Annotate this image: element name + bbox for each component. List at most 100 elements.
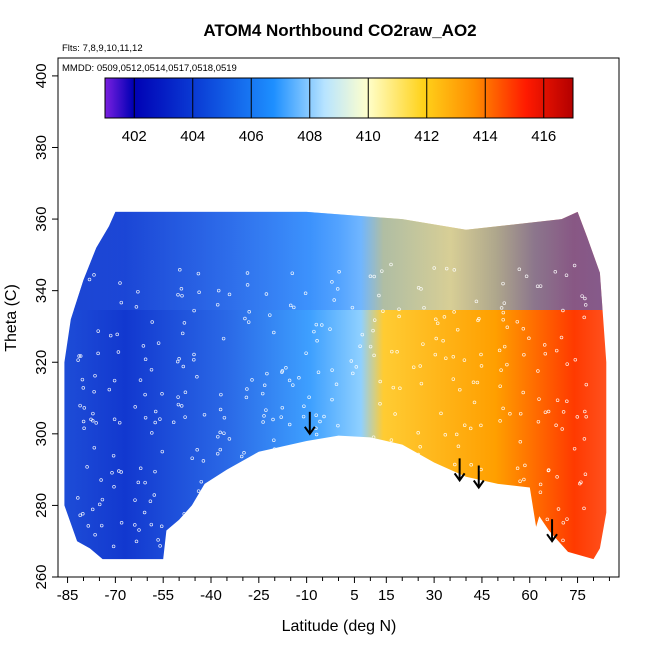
sample-point [240, 521, 245, 526]
sample-point [462, 423, 467, 427]
sample-point [468, 426, 473, 431]
sample-point [216, 288, 221, 293]
sample-point [368, 344, 373, 349]
sample-point [317, 538, 322, 542]
sample-point [518, 411, 523, 416]
sample-point [444, 266, 449, 271]
sample-point [474, 299, 479, 304]
sample-point [136, 289, 140, 294]
sample-point [411, 365, 416, 369]
y-tick-label: 340 [33, 278, 50, 303]
marker-arrow-head [546, 533, 558, 543]
sample-point [527, 336, 531, 341]
sample-point [87, 277, 92, 282]
sample-point [378, 379, 382, 384]
sample-point [393, 467, 398, 472]
colorbar-tick-label: 410 [356, 128, 381, 145]
sample-point [305, 457, 310, 461]
sample-point [195, 536, 199, 541]
sample-point [279, 498, 283, 503]
sample-point [515, 319, 520, 324]
sample-point [176, 395, 180, 399]
sample-point [156, 538, 160, 542]
sample-point [501, 281, 505, 286]
colorbar-tick-label: 402 [122, 128, 147, 145]
sample-point [351, 541, 356, 545]
sample-point [218, 430, 222, 435]
sample-point [572, 263, 577, 268]
sample-point [582, 506, 586, 511]
sample-point [439, 411, 443, 416]
sample-point [262, 383, 267, 388]
sample-point [290, 271, 295, 275]
sample-point [498, 419, 502, 423]
sample-point [453, 512, 458, 517]
sample-point [218, 407, 223, 412]
sample-point [471, 539, 476, 544]
sample-point [242, 467, 246, 472]
sample-point [86, 524, 91, 528]
marker-arrow-head [472, 479, 485, 490]
sample-point [190, 456, 194, 460]
sample-point [142, 510, 147, 515]
sample-point [350, 305, 355, 310]
sample-point [108, 333, 113, 338]
marker-arrow-head [303, 426, 316, 436]
sample-point [215, 451, 220, 456]
sample-point [91, 411, 95, 416]
sample-point [176, 292, 180, 297]
sample-point [479, 352, 483, 357]
sample-point [536, 419, 541, 424]
sample-point [372, 353, 376, 358]
sample-point [153, 469, 157, 474]
flights-annotation: Flts: 7,8,9,10,11,12 [62, 43, 143, 54]
sample-point [297, 376, 301, 380]
sample-point [110, 471, 114, 475]
sample-point [143, 392, 147, 397]
sample-point [479, 364, 484, 368]
sample-point [96, 329, 100, 333]
sample-point [268, 313, 272, 317]
x-tick-label: 15 [378, 587, 395, 604]
sample-point [288, 303, 293, 308]
sample-point [416, 431, 420, 435]
sample-point [138, 466, 143, 471]
sample-point [358, 477, 363, 482]
sample-point [196, 489, 201, 493]
sample-point [477, 493, 481, 498]
sample-point [393, 412, 397, 416]
sample-point [245, 271, 250, 275]
sample-point [518, 440, 523, 444]
sample-point [418, 364, 422, 368]
sample-point [175, 359, 180, 364]
sample-point [314, 432, 319, 437]
sample-point [183, 390, 188, 395]
colorbar-gradient [104, 77, 574, 119]
sample-point [192, 352, 196, 357]
sample-point [524, 274, 529, 279]
x-axis: -85 -70 -55 -40 -25 -10 5 15 30 45 60 75 [57, 577, 610, 604]
sample-point [508, 412, 512, 416]
sample-point [227, 292, 232, 297]
sample-point [476, 318, 480, 323]
sample-point [158, 417, 162, 421]
sample-point [149, 367, 154, 372]
sample-point [81, 512, 85, 516]
sample-point [463, 481, 468, 486]
sample-point [317, 517, 321, 521]
sample-point [443, 433, 448, 437]
sample-point [271, 417, 275, 422]
sample-point [263, 475, 267, 480]
sample-point [81, 386, 86, 390]
sample-point [420, 491, 424, 495]
sample-point [225, 529, 229, 533]
x-tick-label: -85 [57, 587, 79, 604]
sample-point [100, 497, 105, 502]
sample-point [262, 521, 266, 526]
sample-point [202, 412, 207, 417]
sample-point [242, 451, 246, 455]
sample-point [283, 521, 287, 525]
sample-point [287, 378, 292, 383]
sample-point [538, 284, 543, 288]
